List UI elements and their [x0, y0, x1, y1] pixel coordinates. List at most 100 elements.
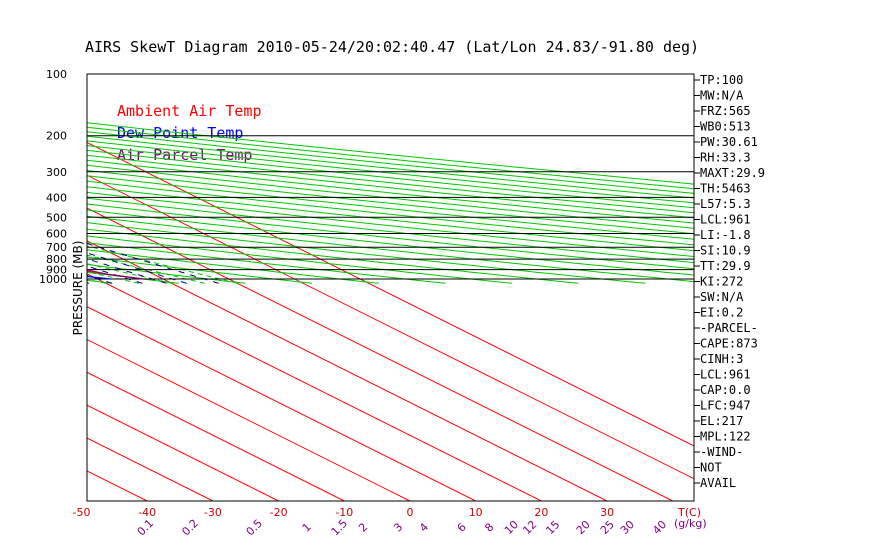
stability-index-label: MAXT:29.9	[700, 166, 765, 180]
dry-adiabat-line	[87, 131, 694, 194]
plot-frame	[86, 73, 695, 502]
stability-index-label: WB0:513	[700, 120, 751, 134]
bottom-temp-tick-label: -40	[138, 506, 156, 519]
stability-index-label: SW:N/A	[700, 290, 744, 304]
dry-adiabat-line	[87, 209, 694, 276]
mixing-ratio-tick-label: 40	[650, 518, 669, 537]
moist-adiabat-line	[87, 263, 172, 284]
stability-index-label: CINH:3	[700, 352, 743, 366]
temp-axis-label: T(C)	[677, 506, 701, 519]
dry-adiabat-line	[87, 145, 694, 209]
bottom-temp-tick-label: -10	[335, 506, 353, 519]
mixing-ratio-line	[0, 136, 49, 284]
dry-adiabat-line	[87, 256, 313, 284]
mixing-ratio-tick-label: 1	[300, 520, 314, 534]
stability-index-label: MW:N/A	[700, 89, 744, 103]
stability-index-label: LFC:947	[700, 399, 751, 413]
stability-index-label: CAP:0.0	[700, 383, 751, 397]
y-axis-label: PRESSURE (MB)	[71, 241, 85, 336]
dry-adiabat-line	[87, 191, 694, 258]
dry-adiabat-line	[0, 74, 46, 283]
dry-adiabat-line	[87, 135, 694, 199]
pressure-tick-label: 700	[46, 241, 67, 254]
mixing-ratio-tick-label: 10	[502, 518, 521, 537]
pressure-tick-label: 800	[46, 253, 67, 266]
dry-adiabat-line	[87, 175, 694, 240]
bottom-temp-tick-label: 30	[600, 506, 614, 519]
stability-index-label: TT:29.9	[700, 259, 751, 273]
dry-adiabat-line	[87, 180, 694, 246]
dry-adiabat-line	[87, 126, 694, 190]
stability-index-label: KI:272	[700, 275, 743, 289]
pressure-tick-label: 900	[46, 264, 67, 277]
pressure-tick-label: 200	[46, 130, 67, 143]
dry-adiabat-line	[87, 203, 694, 270]
pressure-tick-label: 500	[46, 211, 67, 224]
pressure-tick-label: 400	[46, 191, 67, 204]
dry-adiabat-line	[87, 140, 694, 204]
legend-ambient-air-temp: Ambient Air Temp	[117, 102, 262, 120]
mixing-ratio-tick-label: 8	[482, 520, 496, 534]
isotherm-line	[87, 306, 476, 501]
mixing-ratio-tick-label: 0.1	[135, 517, 157, 539]
isotherm-line	[87, 371, 345, 501]
mixing-ratio-tick-label: 25	[598, 518, 617, 537]
mixing-ratio-tick-label: 6	[455, 520, 469, 534]
mixing-ratio-tick-label: 20	[574, 518, 593, 537]
stability-index-label: MPL:122	[700, 430, 751, 444]
moist-adiabat-line	[0, 136, 8, 284]
isotherm-line	[87, 240, 608, 501]
stability-index-label: NOT	[700, 461, 722, 475]
stability-index-label: PW:30.61	[700, 135, 758, 149]
mixing-ratio-tick-label: 0.2	[179, 517, 201, 539]
isotherm-line	[0, 74, 16, 501]
dry-adiabat-line	[87, 249, 379, 284]
isotherm-line	[87, 174, 694, 480]
dry-adiabat-line	[87, 222, 646, 284]
bottom-temp-tick-label: 0	[407, 506, 414, 519]
dry-adiabat-line	[87, 242, 446, 284]
stability-index-label: AVAIL	[700, 476, 736, 490]
bottom-temp-tick-label: 20	[534, 506, 548, 519]
stability-index-label: LCL:961	[700, 368, 751, 382]
isotherm-line	[0, 74, 82, 501]
isotherm-line	[87, 207, 674, 501]
dry-adiabat-line	[87, 264, 246, 284]
stability-index-label: TH:5463	[700, 182, 751, 196]
pressure-tick-label: 1000	[39, 273, 67, 286]
isotherm-line	[87, 141, 694, 447]
dry-adiabat-line	[87, 122, 694, 185]
bottom-temp-tick-label: -30	[204, 506, 222, 519]
pressure-tick-label: 300	[46, 166, 67, 179]
pressure-tick-label: 600	[46, 228, 67, 241]
stability-index-label: -PARCEL-	[700, 321, 758, 335]
mixing-ratio-tick-label: 15	[543, 518, 562, 537]
mixing-ratio-tick-label: 12	[520, 518, 539, 537]
thermo-grid	[0, 74, 694, 501]
chart-title: AIRS SkewT Diagram 2010-05-24/20:02:40.4…	[85, 38, 699, 56]
bottom-temp-tick-labels: -50 -40 -30 -20 -10 0 10 20 30	[73, 506, 615, 519]
bottom-temp-tick-label: -50	[73, 506, 91, 519]
isotherm-line	[87, 404, 279, 501]
dry-adiabat-line	[87, 169, 694, 235]
dry-adiabat-line	[87, 149, 694, 214]
dry-adiabat-line	[87, 154, 694, 219]
mixing-ratio-tick-label: 1.5	[329, 517, 351, 539]
stability-index-label: L57:5.3	[700, 197, 751, 211]
bottom-temp-tick-label: 10	[469, 506, 483, 519]
isotherm-line	[87, 338, 411, 501]
stability-index-label: CAPE:873	[700, 337, 758, 351]
stability-index-label: TP:100	[700, 73, 743, 87]
dry-adiabat-line	[87, 197, 694, 264]
dry-adiabat-line	[87, 215, 694, 283]
dry-adiabat-line	[87, 186, 694, 252]
mixing-ratio-tick-label: 0.5	[244, 517, 266, 539]
mixing-ratio-line	[0, 136, 21, 284]
moist-adiabat-line	[87, 254, 205, 284]
bottom-temp-tick-label: -20	[270, 506, 288, 519]
stability-index-label: LI:-1.8	[700, 228, 751, 242]
stability-index-label: RH:33.3	[700, 151, 751, 165]
stability-index-label: EI:0.2	[700, 306, 743, 320]
